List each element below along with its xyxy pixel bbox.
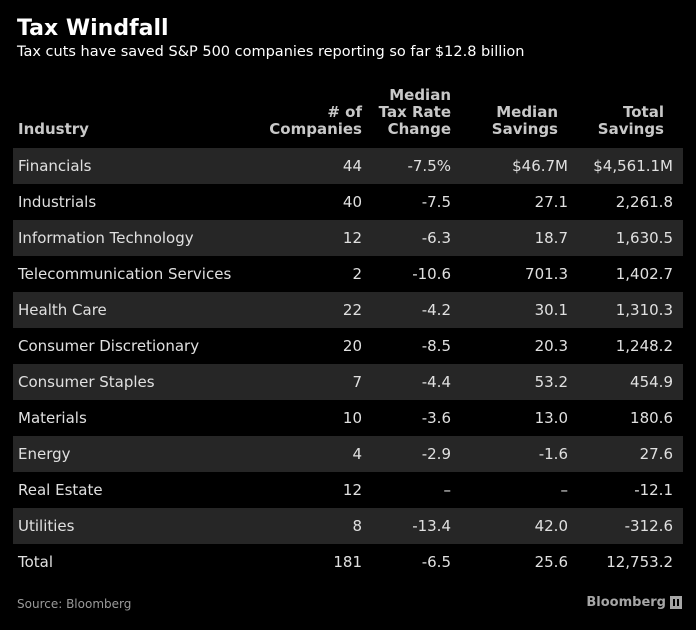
cell-companies: 181 bbox=[333, 553, 362, 571]
cell-tax-rate-change: -4.2 bbox=[421, 301, 451, 319]
cell-total-savings: 1,310.3 bbox=[615, 301, 673, 319]
header-median-savings-line: Savings bbox=[491, 120, 558, 138]
cell-tax-rate-change: -3.6 bbox=[421, 409, 451, 427]
table-row: Information Technology 12 -6.3 18.7 1,630.5 bbox=[13, 220, 683, 256]
cell-median-savings: 53.2 bbox=[534, 373, 568, 391]
cell-companies: 4 bbox=[352, 445, 362, 463]
cell-industry: Financials bbox=[18, 157, 92, 175]
table-row: Energy 4 -2.9 -1.6 27.6 bbox=[13, 436, 683, 472]
table-row: Consumer Discretionary 20 -8.5 20.3 1,248.2 bbox=[13, 328, 683, 364]
cell-tax-rate-change: -2.9 bbox=[421, 445, 451, 463]
cell-tax-rate-change: -6.3 bbox=[421, 229, 451, 247]
brand-name: Bloomberg bbox=[586, 595, 666, 610]
cell-industry: Information Technology bbox=[18, 229, 194, 247]
header-tax-rate: Median Tax Rate Change bbox=[379, 87, 451, 138]
table-row: Utilities 8 -13.4 42.0 -312.6 bbox=[13, 508, 683, 544]
cell-total-savings: 454.9 bbox=[630, 373, 673, 391]
cell-total-savings: 180.6 bbox=[630, 409, 673, 427]
cell-total-savings: -12.1 bbox=[634, 481, 673, 499]
cell-total-savings: 2,261.8 bbox=[615, 193, 673, 211]
cell-companies: 2 bbox=[352, 265, 362, 283]
header-total-savings: Total Savings bbox=[598, 104, 664, 138]
header-companies-line: # of bbox=[327, 103, 362, 121]
cell-tax-rate-change: -4.4 bbox=[421, 373, 451, 391]
cell-companies: 7 bbox=[352, 373, 362, 391]
cell-tax-rate-change: -10.6 bbox=[412, 265, 451, 283]
header-tax-rate-line: Median bbox=[389, 86, 451, 104]
table-row: Financials 44 -7.5% $46.7M $4,561.1M bbox=[13, 148, 683, 184]
header-tax-rate-line: Tax Rate bbox=[378, 103, 451, 121]
cell-tax-rate-change: -8.5 bbox=[421, 337, 451, 355]
cell-industry: Energy bbox=[18, 445, 71, 463]
table-row: Real Estate 12 – – -12.1 bbox=[13, 472, 683, 508]
cell-industry: Utilities bbox=[18, 517, 75, 535]
table-row: Total 181 -6.5 25.6 12,753.2 bbox=[13, 544, 683, 580]
table-header: Industry # of Companies Median Tax Rate … bbox=[13, 84, 683, 142]
cell-companies: 40 bbox=[342, 193, 362, 211]
cell-industry: Consumer Staples bbox=[18, 373, 155, 391]
cell-median-savings: $46.7M bbox=[512, 157, 568, 175]
header-median-savings-line: Median bbox=[496, 103, 558, 121]
cell-companies: 20 bbox=[342, 337, 362, 355]
cell-total-savings: -312.6 bbox=[624, 517, 673, 535]
header-companies-line: Companies bbox=[269, 120, 362, 138]
cell-tax-rate-change: – bbox=[443, 481, 452, 499]
cell-median-savings: 25.6 bbox=[534, 553, 568, 571]
cell-industry: Materials bbox=[18, 409, 87, 427]
cell-companies: 22 bbox=[342, 301, 362, 319]
cell-median-savings: -1.6 bbox=[538, 445, 568, 463]
cell-median-savings: 13.0 bbox=[534, 409, 568, 427]
cell-companies: 12 bbox=[342, 229, 362, 247]
cell-total-savings: 27.6 bbox=[639, 445, 673, 463]
header-tax-rate-line: Change bbox=[387, 120, 451, 138]
cell-industry: Consumer Discretionary bbox=[18, 337, 200, 355]
header-total-savings-line: Total bbox=[623, 103, 664, 121]
chart-title: Tax Windfall bbox=[17, 16, 169, 41]
cell-industry: Health Care bbox=[18, 301, 107, 319]
cell-companies: 44 bbox=[342, 157, 362, 175]
data-table: Financials 44 -7.5% $46.7M $4,561.1M Industri… bbox=[13, 148, 683, 580]
cell-median-savings: 42.0 bbox=[534, 517, 568, 535]
cell-median-savings: – bbox=[560, 481, 569, 499]
header-total-savings-line: Savings bbox=[597, 120, 664, 138]
cell-tax-rate-change: -13.4 bbox=[412, 517, 451, 535]
table-row: Industrials 40 -7.5 27.1 2,261.8 bbox=[13, 184, 683, 220]
cell-industry: Real Estate bbox=[18, 481, 103, 499]
cell-median-savings: 20.3 bbox=[534, 337, 568, 355]
bloomberg-logo: Bloomberg bbox=[586, 595, 682, 610]
header-industry: Industry bbox=[18, 120, 89, 138]
cell-total-savings: $4,561.1M bbox=[593, 157, 673, 175]
cell-median-savings: 27.1 bbox=[534, 193, 568, 211]
bloomberg-mark-icon bbox=[670, 596, 682, 609]
cell-tax-rate-change: -7.5 bbox=[421, 193, 451, 211]
cell-companies: 10 bbox=[342, 409, 362, 427]
cell-companies: 8 bbox=[352, 517, 362, 535]
table-row: Consumer Staples 7 -4.4 53.2 454.9 bbox=[13, 364, 683, 400]
cell-total-savings: 1,248.2 bbox=[615, 337, 673, 355]
header-median-savings: Median Savings bbox=[492, 104, 558, 138]
table-row: Health Care 22 -4.2 30.1 1,310.3 bbox=[13, 292, 683, 328]
cell-total-savings: 1,402.7 bbox=[615, 265, 673, 283]
cell-industry: Telecommunication Services bbox=[18, 265, 232, 283]
table-row: Materials 10 -3.6 13.0 180.6 bbox=[13, 400, 683, 436]
cell-median-savings: 30.1 bbox=[534, 301, 568, 319]
cell-tax-rate-change: -6.5 bbox=[421, 553, 451, 571]
source-note: Source: Bloomberg bbox=[17, 597, 132, 611]
table-row: Telecommunication Services 2 -10.6 701.3 1,4… bbox=[13, 256, 683, 292]
cell-industry: Total bbox=[18, 553, 54, 571]
cell-total-savings: 12,753.2 bbox=[606, 553, 673, 571]
chart-subtitle: Tax cuts have saved S&P 500 companies re… bbox=[17, 44, 525, 60]
cell-total-savings: 1,630.5 bbox=[615, 229, 673, 247]
cell-median-savings: 701.3 bbox=[525, 265, 568, 283]
cell-tax-rate-change: -7.5% bbox=[407, 157, 451, 175]
cell-industry: Industrials bbox=[18, 193, 97, 211]
header-companies: # of Companies bbox=[269, 104, 362, 138]
cell-companies: 12 bbox=[342, 481, 362, 499]
cell-median-savings: 18.7 bbox=[534, 229, 568, 247]
